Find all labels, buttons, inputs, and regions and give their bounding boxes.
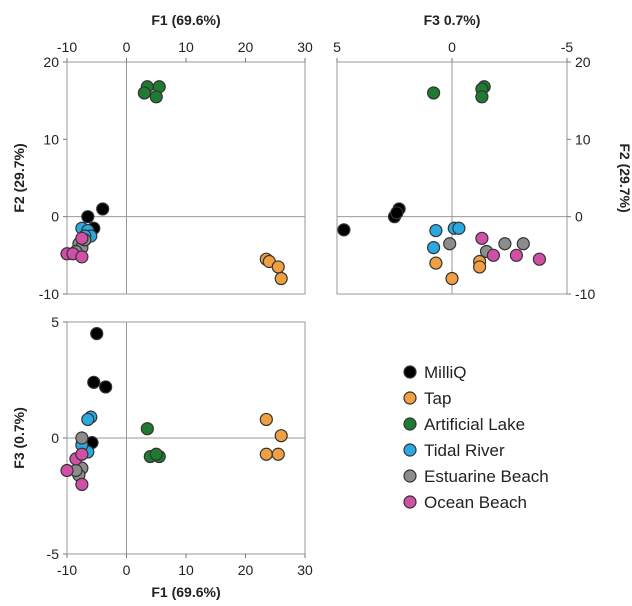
x-tick-label: 5	[333, 39, 341, 55]
x-tick-label: 20	[238, 39, 254, 55]
point-ocean-beach	[486, 248, 500, 262]
point-milliq	[96, 202, 110, 216]
point-milliq	[81, 210, 95, 224]
point-estuarine-beach	[443, 237, 457, 251]
y-tick-label: 10	[43, 131, 59, 147]
y-tick-label: 5	[51, 314, 59, 330]
legend-label-milliq: MilliQ	[424, 363, 467, 382]
point-milliq	[87, 375, 101, 389]
point-tidal-river	[452, 221, 466, 235]
point-ocean-beach	[475, 231, 489, 245]
point-ocean-beach	[75, 231, 89, 245]
y-tick-label: 20	[575, 54, 591, 70]
point-artificial-lake	[140, 422, 154, 436]
point-tap	[259, 447, 273, 461]
point-artificial-lake	[149, 90, 163, 104]
point-milliq	[99, 380, 113, 394]
legend-label-estuarine-beach: Estuarine Beach	[424, 467, 549, 486]
point-tidal-river	[427, 241, 441, 255]
point-tap	[259, 412, 273, 427]
legend-label-ocean-beach: Ocean Beach	[424, 493, 527, 512]
point-tap	[445, 271, 459, 286]
point-tidal-river	[81, 412, 95, 427]
x-axis-label: F1 (69.6%)	[151, 12, 220, 28]
point-ocean-beach	[509, 248, 524, 262]
point-artificial-lake	[475, 90, 489, 104]
x-tick-label: 20	[238, 562, 254, 578]
y-axis-label: F2 (29.7%)	[617, 143, 632, 212]
point-artificial-lake	[137, 86, 151, 100]
x-tick-label: 10	[178, 39, 194, 55]
point-tap	[271, 260, 285, 274]
point-tap	[274, 429, 288, 443]
y-axis-label: F2 (29.7%)	[11, 143, 27, 212]
legend: MilliQ Tap Artificial Lake Tidal River Estua…	[403, 363, 549, 512]
legend-marker-tap	[403, 391, 417, 405]
y-tick-label: -5	[47, 546, 60, 562]
panel-f1-f2: F1 (69.6%) F2 (29.7%) -10 0 10 20 30 20 10 0 -10	[11, 12, 313, 302]
x-tick-label: 0	[123, 39, 131, 55]
point-tidal-river	[429, 223, 443, 238]
legend-marker-ocean-beach	[403, 495, 417, 509]
panel-f1-f3: F1 (69.6%) F3 (0.7%) -10 0 10 20 30 5 0 -5	[11, 314, 313, 600]
legend-marker-tidal-river	[403, 443, 417, 457]
point-ocean-beach	[75, 250, 89, 264]
legend-label-tap: Tap	[424, 389, 451, 408]
y-tick-label: 0	[51, 430, 59, 446]
legend-marker-milliq	[403, 365, 417, 379]
point-tap	[473, 260, 487, 274]
x-tick-label: 10	[178, 562, 194, 578]
x-tick-label: -10	[57, 562, 77, 578]
y-tick-label: -10	[39, 286, 59, 302]
y-axis-label: F3 (0.7%)	[11, 407, 27, 468]
x-axis-label: F3 0.7%)	[424, 12, 481, 28]
x-tick-label: 0	[448, 39, 456, 55]
y-tick-label: 0	[575, 209, 583, 225]
y-tick-label: 10	[575, 131, 591, 147]
x-axis-label: F1 (69.6%)	[151, 584, 220, 600]
point-artificial-lake	[149, 447, 163, 461]
y-tick-label: 0	[51, 209, 59, 225]
point-tap	[274, 271, 288, 286]
point-milliq	[337, 223, 351, 237]
point-estuarine-beach	[75, 431, 89, 445]
x-tick-label: 0	[123, 562, 131, 578]
point-ocean-beach	[532, 252, 547, 266]
point-milliq	[390, 206, 404, 220]
x-tick-label: -5	[561, 39, 574, 55]
point-ocean-beach	[75, 447, 89, 461]
point-ocean-beach	[75, 477, 89, 491]
y-tick-label: 20	[43, 54, 59, 70]
point-tap	[429, 256, 443, 270]
x-tick-label: 30	[297, 562, 313, 578]
legend-marker-estuarine-beach	[403, 469, 417, 483]
legend-marker-artificial-lake	[403, 417, 417, 431]
point-tap	[271, 447, 285, 461]
x-tick-label: -10	[57, 39, 77, 55]
legend-label-artificial-lake: Artificial Lake	[424, 415, 525, 434]
point-estuarine-beach	[516, 237, 530, 251]
point-estuarine-beach	[498, 237, 512, 251]
x-tick-label: 30	[297, 39, 313, 55]
point-ocean-beach	[60, 463, 74, 478]
legend-label-tidal-river: Tidal River	[424, 441, 505, 460]
panel-f3-f2: F3 0.7%) F2 (29.7%) 5 0 -520 10 0 -10	[333, 12, 632, 302]
point-artificial-lake	[427, 86, 441, 100]
y-tick-label: -10	[575, 286, 595, 302]
point-milliq	[90, 327, 104, 341]
